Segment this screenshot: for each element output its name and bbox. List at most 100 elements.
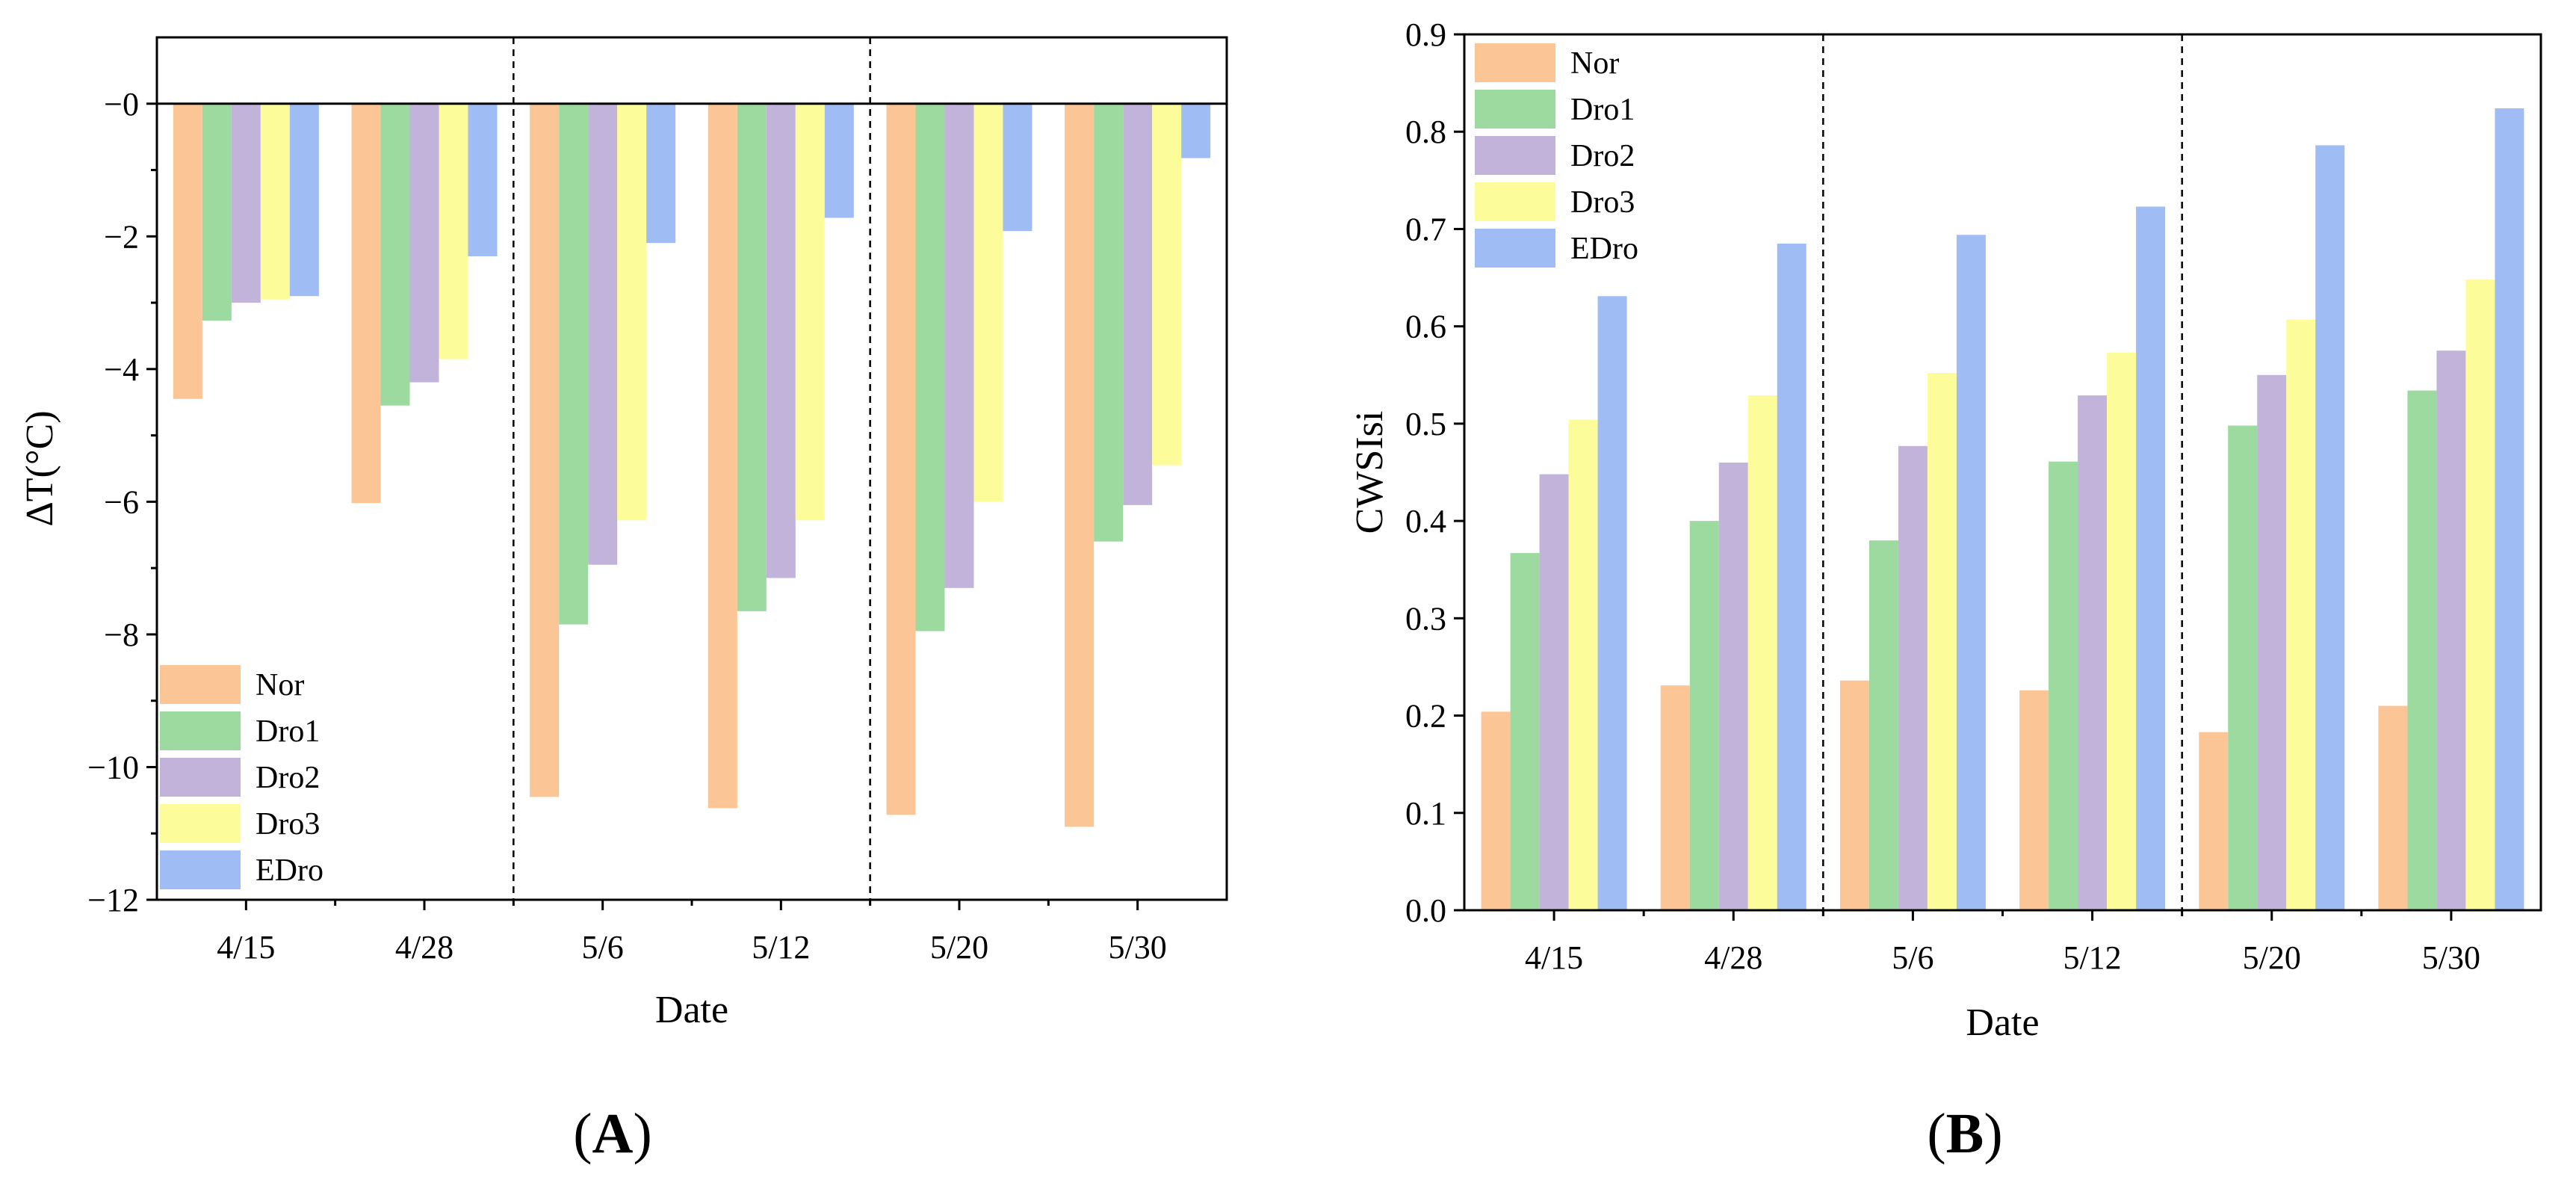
x-tick-label: 4/15	[217, 929, 275, 966]
y-tick-label: 0.4	[1405, 503, 1446, 540]
bar-dro3-4-15	[1568, 419, 1598, 910]
legend-swatch-dro1	[1475, 90, 1555, 129]
bar-edro-5-6	[646, 103, 676, 244]
y-tick-label: 0.8	[1405, 114, 1446, 150]
x-tick-label: 5/20	[2243, 939, 2301, 976]
legend-swatch-dro2	[1475, 136, 1555, 175]
x-tick-label: 5/20	[930, 929, 988, 966]
bar-dro3-5-12	[795, 103, 825, 521]
bar-nor-4-28	[351, 103, 381, 504]
bar-nor-5-12	[708, 103, 737, 809]
bar-edro-4-28	[468, 103, 498, 256]
bar-dro2-4-15	[231, 103, 261, 303]
bar-dro2-4-15	[1539, 474, 1569, 910]
bar-nor-5-6	[1839, 680, 1869, 910]
bar-dro2-5-6	[1898, 445, 1928, 910]
bar-dro3-5-6	[1927, 373, 1957, 910]
bar-dro1-4-28	[1689, 521, 1719, 910]
bar-edro-5-20	[2315, 145, 2345, 910]
y-tick-label: −0	[104, 86, 139, 123]
legend-label-dro2: Dro2	[256, 761, 320, 795]
y-axis-title: CWSIsi	[1349, 411, 1391, 534]
panel-label-letter: B	[1946, 1102, 1984, 1165]
chart-panel-b: 0.0 0.1 0.2 0.3 0.4 0.5 0.6 0.7 0.8 0.9 4/15 4/28 5/…	[1349, 16, 2542, 1165]
y-tick-label: 0.9	[1405, 16, 1446, 53]
y-tick-label: 0.1	[1405, 795, 1446, 832]
bar-edro-5-6	[1956, 235, 1986, 910]
bar-nor-5-20	[886, 103, 916, 815]
legend-label-edro: EDro	[256, 853, 323, 888]
x-axis-title: Date	[1966, 1001, 2039, 1044]
bar-edro-5-30	[2495, 108, 2524, 911]
x-tick-label: 4/28	[395, 929, 453, 966]
bar-dro1-5-6	[559, 103, 589, 625]
legend-label-dro1: Dro1	[256, 714, 320, 749]
y-tick-label: −10	[87, 749, 139, 785]
bar-dro1-4-28	[380, 103, 410, 406]
legend-label-nor: Nor	[256, 668, 304, 702]
bar-dro2-5-6	[588, 103, 618, 565]
panel-label: (B)	[1927, 1102, 2002, 1165]
y-tick-label: 0.2	[1405, 698, 1446, 735]
bar-dro2-5-30	[1123, 103, 1153, 505]
bar-dro1-4-15	[202, 103, 232, 321]
bar-dro1-5-20	[2228, 425, 2258, 910]
legend-swatch-dro2	[160, 758, 241, 797]
bar-edro-5-20	[1003, 103, 1032, 232]
bar-dro2-4-28	[1718, 462, 1748, 910]
legend-label-nor: Nor	[1570, 46, 1619, 81]
y-tick-label: −4	[104, 351, 139, 388]
legend-label-edro: EDro	[1570, 232, 1638, 266]
chart-panel-a: −0 −2 −4 −6 −8 −10 −12 4/15 4/28 5/6 5/12 5/20 5/30 D…	[19, 36, 1228, 1165]
bar-dro1-5-30	[2407, 390, 2437, 910]
bar-dro3-4-28	[1747, 395, 1777, 910]
panel-label: (A)	[573, 1102, 652, 1165]
legend-swatch-nor	[160, 665, 241, 704]
legend-swatch-dro3	[1475, 182, 1555, 221]
bar-dro3-4-15	[260, 103, 290, 300]
bar-edro-4-15	[1597, 296, 1627, 910]
y-tick-label: −2	[104, 218, 139, 255]
legend-label-dro2: Dro2	[1570, 139, 1635, 173]
panel-label-close: )	[1984, 1102, 2002, 1165]
bar-nor-4-15	[1481, 711, 1511, 910]
bar-dro3-4-28	[439, 103, 468, 359]
bar-edro-5-12	[824, 103, 854, 218]
bar-edro-5-30	[1181, 103, 1211, 158]
bar-dro2-5-12	[2078, 395, 2108, 910]
x-tick-label: 5/6	[582, 929, 624, 966]
bars	[173, 103, 1211, 827]
legend-label-dro3: Dro3	[1570, 185, 1635, 220]
bar-dro1-5-20	[915, 103, 945, 631]
bar-dro3-5-30	[1152, 103, 1182, 466]
x-tick-label: 5/12	[752, 929, 810, 966]
y-tick-label: −8	[104, 617, 139, 653]
bar-dro2-4-28	[409, 103, 439, 383]
bar-dro3-5-30	[2465, 279, 2495, 910]
x-tick-label: 5/6	[1892, 939, 1933, 976]
bar-dro2-5-20	[2257, 374, 2287, 910]
bar-edro-5-12	[2136, 206, 2166, 910]
bar-nor-5-12	[2019, 690, 2049, 910]
x-axis-title: Date	[655, 989, 728, 1031]
bar-dro1-5-30	[1094, 103, 1124, 542]
bar-dro1-5-12	[2049, 461, 2078, 910]
x-tick-label: 5/12	[2063, 939, 2121, 976]
y-tick-label: 0.6	[1405, 309, 1446, 345]
legend-label-dro1: Dro1	[1570, 93, 1635, 127]
bar-edro-4-15	[289, 103, 319, 297]
bars	[1481, 108, 2524, 911]
x-tick-label: 4/15	[1525, 939, 1583, 976]
y-tick-label: 0.5	[1405, 406, 1446, 442]
y-tick-label: 0.3	[1405, 600, 1446, 637]
y-axis-title: ΔT(°C)	[19, 410, 61, 526]
legend: Nor Dro1 Dro2 Dro3 EDro	[1475, 43, 1638, 268]
bar-nor-4-15	[173, 103, 202, 399]
bar-nor-5-30	[1065, 103, 1095, 827]
bar-nor-5-30	[2378, 705, 2408, 910]
x-tick-label: 5/30	[1109, 929, 1167, 966]
legend-swatch-edro	[160, 850, 241, 889]
legend: Nor Dro1 Dro2 Dro3 EDro	[160, 665, 323, 889]
y-tick-label: −12	[87, 882, 139, 918]
